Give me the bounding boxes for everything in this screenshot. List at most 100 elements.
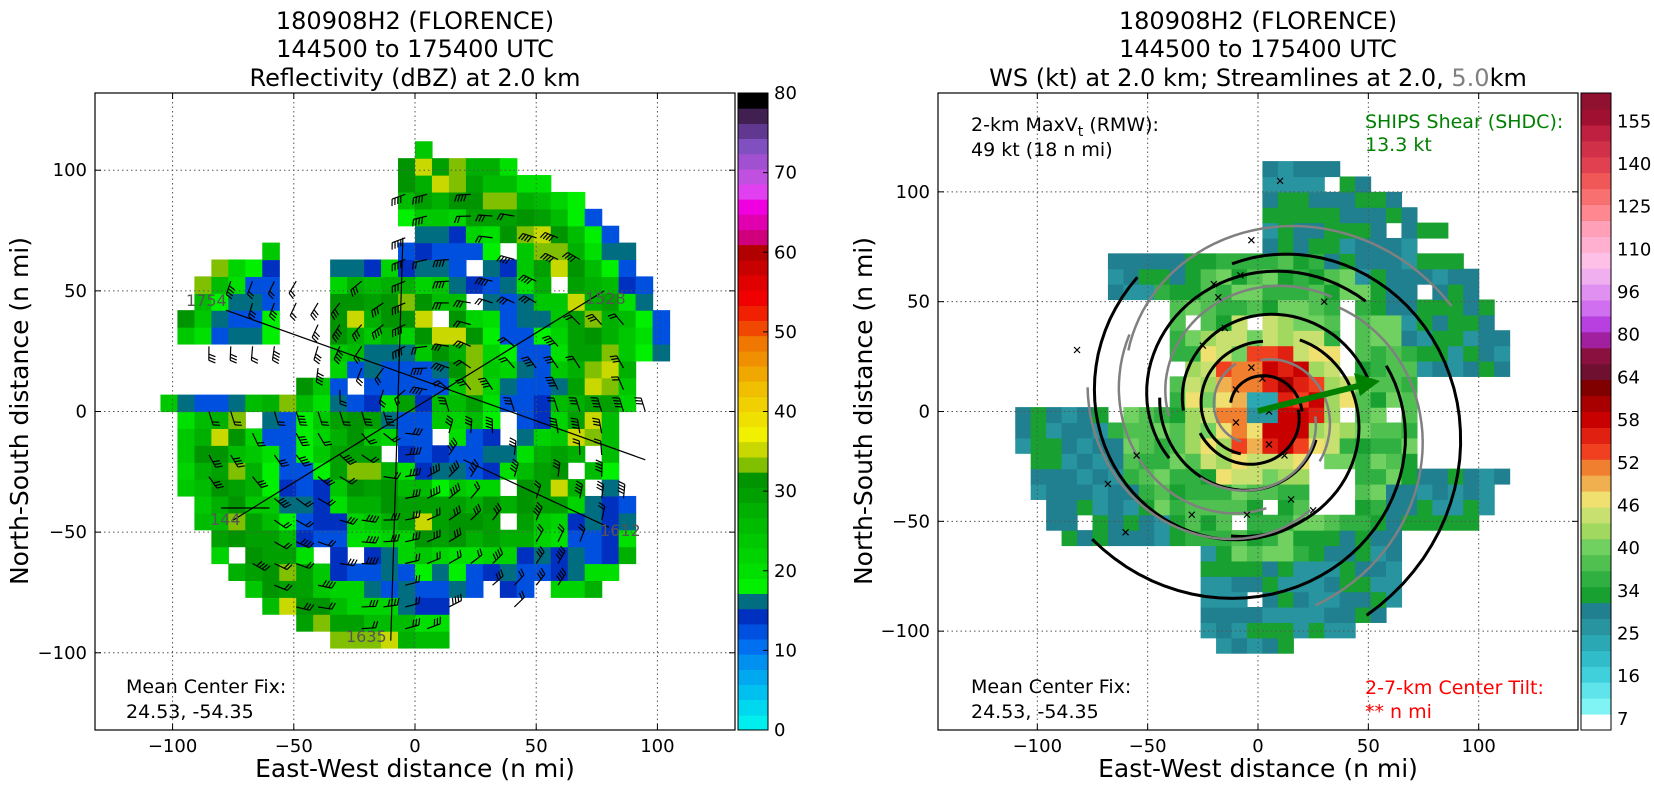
refl-cbar-swatch (738, 305, 768, 321)
left-y-axis-label: North-South distance (n mi) (5, 237, 34, 585)
ws-cbar-label: 96 (1617, 282, 1640, 303)
ws-cbar-label: 25 (1617, 623, 1640, 644)
ws-cbar-swatch (1581, 204, 1611, 221)
max-vt-text: 2-km MaxV (971, 114, 1078, 136)
right-panel: 180908H2 (FLORENCE) 144500 to 175400 UTC… (849, 7, 1651, 783)
refl-cbar-swatch (738, 123, 768, 139)
right-title-line2: 144500 to 175400 UTC (1119, 35, 1397, 63)
right-x-tick-label: −100 (1013, 736, 1062, 757)
refl-cbar-label: 0 (774, 720, 785, 741)
refl-cbar-swatch (738, 548, 768, 564)
refl-cbar-swatch (738, 472, 768, 488)
right-x-tick-label: 0 (1252, 736, 1263, 757)
ws-cbar-label: 58 (1617, 410, 1640, 431)
refl-cbar-label: 60 (774, 242, 797, 263)
refl-cbar-label: 80 (774, 83, 797, 104)
refl-cbar-swatch (738, 654, 768, 670)
refl-cbar-label: 50 (774, 322, 797, 343)
refl-cbar-swatch (738, 563, 768, 579)
center-tilt-value: ** n mi (1365, 701, 1432, 723)
left-gridlines (95, 93, 735, 730)
ws-cbar-swatch (1581, 459, 1611, 476)
left-title-line3: Reflectivity (dBZ) at 2.0 km (250, 64, 581, 92)
refl-cbar-swatch (738, 320, 768, 337)
refl-cbar-swatch (738, 244, 768, 261)
flight-label-1528: 1528 (585, 289, 626, 308)
ws-cbar-swatch (1581, 443, 1611, 460)
ws-cbar-swatch (1581, 236, 1611, 253)
refl-cbar-label: 20 (774, 561, 797, 582)
right-x-tick-label: −50 (1129, 736, 1167, 757)
ws-cbar-label: 34 (1617, 581, 1640, 602)
left-panel: 180908H2 (FLORENCE) 144500 to 175400 UTC… (5, 7, 797, 783)
ws-cbar-swatch (1581, 698, 1611, 715)
ws-cbar-swatch (1581, 124, 1611, 142)
ships-shear-value: 13.3 kt (1365, 134, 1432, 156)
ws-cbar-label: 155 (1617, 111, 1651, 132)
ws-cbar-label: 110 (1617, 239, 1651, 260)
refl-cbar-swatch (738, 441, 768, 458)
ws-cbar-swatch (1581, 570, 1611, 588)
ws-cbar-swatch (1581, 554, 1611, 572)
ws-cbar-swatch (1581, 300, 1611, 317)
refl-cbar-swatch (738, 184, 768, 200)
ws-cbar-swatch (1581, 538, 1611, 556)
left-x-tick-label: 100 (640, 736, 674, 757)
ws-cbar-swatch (1581, 220, 1611, 237)
refl-cbar-swatch (738, 699, 768, 716)
shear-arrow (1257, 373, 1380, 414)
right-axis-ticks: −100 −50 0 50 100 −100 −50 0 50 100 (881, 93, 1578, 757)
refl-cbar-swatch (738, 335, 768, 352)
ws-cbar-swatch (1581, 315, 1611, 333)
ws-cbar-swatch (1581, 188, 1611, 205)
ws-cbar-swatch (1581, 284, 1611, 301)
left-x-tick-label: 0 (409, 736, 420, 757)
refl-cbar-swatch (738, 275, 768, 291)
left-x-tick-label: −50 (275, 736, 313, 757)
reflectivity-colorbar: 0 10 20 30 40 50 60 70 80 (737, 83, 797, 741)
refl-cbar-swatch (738, 153, 768, 170)
refl-cbar-swatch (738, 608, 768, 625)
ws-cbar-swatch (1581, 491, 1611, 508)
ws-cbar-swatch (1581, 411, 1611, 428)
ws-cbar-swatch (1581, 331, 1611, 349)
refl-cbar-swatch (738, 457, 768, 473)
ws-cbar-swatch (1581, 172, 1611, 190)
left-y-tick-label: −100 (38, 643, 87, 664)
ws-cbar-swatch (1581, 602, 1611, 620)
flight-label-1612: 1612 (600, 521, 641, 540)
ws-cbar-swatch (1581, 634, 1611, 651)
windspeed-colorbar: 7 16 25 34 40 46 52 58 64 80 96 110 125 140 155 (1580, 92, 1651, 731)
ws-cbar-swatch (1581, 379, 1611, 397)
left-y-tick-label: 50 (64, 281, 87, 302)
ws-cbar-swatch (1581, 363, 1611, 381)
refl-cbar-swatch (738, 396, 768, 412)
ws-cbar-swatch (1581, 475, 1611, 492)
ws-cbar-label: 64 (1617, 367, 1640, 388)
ws-cbar-label: 140 (1617, 154, 1651, 175)
refl-cbar-swatch (738, 578, 768, 594)
right-y-tick-label: −50 (892, 511, 930, 532)
ws-cbar-swatch (1581, 140, 1611, 158)
center-tilt-label: 2-7-km Center Tilt: (1365, 677, 1544, 699)
right-title-line1: 180908H2 (FLORENCE) (1119, 7, 1397, 35)
wind-barbs (208, 193, 646, 630)
ws-cbar-swatch (1581, 618, 1611, 635)
streamlines (1086, 224, 1463, 617)
ws-cbar-label: 40 (1617, 538, 1640, 559)
ws-cbar-swatch (1581, 427, 1611, 444)
ws-cbar-swatch (1581, 586, 1611, 604)
right-title-line3-a: WS (kt) at 2.0 km; Streamlines at 2.0, (989, 64, 1451, 92)
refl-cbar-swatch (738, 290, 768, 306)
ships-shear-label: SHIPS Shear (SHDC): (1365, 111, 1563, 133)
flight-label-144: 144 (210, 510, 241, 529)
ws-cbar-swatch (1581, 395, 1611, 412)
refl-cbar-swatch (738, 669, 768, 685)
max-vt-label: 2-km MaxVt (RMW): (971, 114, 1159, 140)
refl-cbar-swatch (738, 639, 768, 655)
max-vt-rmw: (RMW): (1083, 114, 1159, 136)
refl-cbar-swatch (738, 366, 768, 382)
refl-cbar-swatch (738, 426, 768, 443)
left-y-tick-label: 0 (76, 402, 87, 423)
